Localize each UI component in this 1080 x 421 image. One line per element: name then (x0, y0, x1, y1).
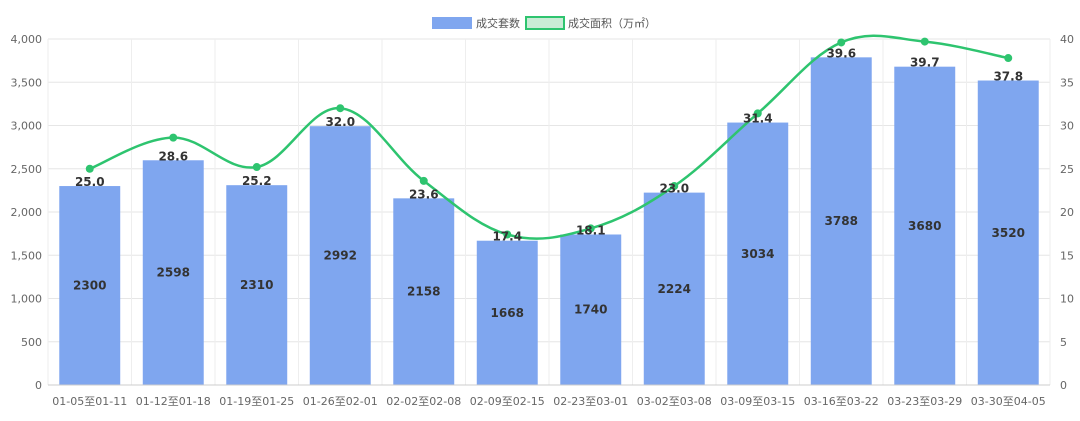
bar[interactable] (810, 57, 872, 385)
bar[interactable] (643, 192, 705, 385)
line-point[interactable] (336, 104, 345, 113)
line-value-label: 25.2 (242, 174, 272, 188)
bar-value-label: 2300 (73, 279, 106, 293)
y-left-tick-label: 1,000 (11, 293, 43, 306)
y-left-tick-label: 3,500 (11, 76, 43, 89)
y-left-tick-label: 500 (21, 336, 42, 349)
bar[interactable] (977, 80, 1039, 386)
line-value-label: 39.7 (910, 56, 940, 70)
y-right-tick-label: 5 (1060, 336, 1067, 349)
y-left-tick-label: 3,000 (11, 120, 43, 133)
axes: 0 0 500 5 1,000 10 1,500 15 2,000 20 2,500 25 3,000 3… (11, 33, 1075, 408)
x-tick-label: 01-26至02-01 (303, 395, 378, 408)
y-left-tick-label: 2,500 (11, 163, 43, 176)
x-tick-label: 03-16至03-22 (804, 395, 879, 408)
line-value-label: 31.4 (743, 112, 773, 126)
bar-value-label: 1740 (574, 303, 607, 317)
bar[interactable] (142, 160, 204, 385)
line-point[interactable] (169, 133, 178, 142)
legend[interactable]: 成交套数 成交面积（万㎡） (432, 16, 656, 30)
line-value-label: 28.6 (158, 149, 188, 163)
line-point[interactable] (670, 182, 679, 191)
line-series (85, 34, 1013, 240)
bar[interactable] (393, 198, 455, 385)
bar-value-label: 2158 (407, 285, 440, 299)
line-value-label: 23.6 (409, 187, 439, 201)
line-point[interactable] (252, 163, 261, 172)
bar-value-label: 3680 (908, 219, 941, 233)
x-tick-label: 03-30至04-05 (971, 395, 1046, 408)
bar-value-label: 3034 (741, 247, 774, 261)
x-tick-label: 02-09至02-15 (470, 395, 545, 408)
line-point[interactable] (920, 37, 929, 46)
y-right-tick-label: 25 (1060, 163, 1074, 176)
bar[interactable] (59, 186, 121, 385)
bar[interactable] (226, 185, 288, 385)
y-right-tick-label: 30 (1060, 120, 1074, 133)
line-point[interactable] (586, 224, 595, 233)
bar-series (59, 57, 1039, 386)
legend-label-bars[interactable]: 成交套数 (476, 16, 520, 30)
bar[interactable] (309, 126, 371, 385)
bar-value-label: 2992 (324, 249, 357, 263)
x-tick-label: 01-05至01-11 (52, 395, 127, 408)
x-tick-label: 01-19至01-25 (219, 395, 294, 408)
line-point[interactable] (1004, 54, 1013, 63)
line-point[interactable] (837, 38, 846, 47)
bar-value-label: 2310 (240, 278, 273, 292)
legend-label-line[interactable]: 成交面积（万㎡） (568, 16, 656, 30)
line-value-label: 23.0 (659, 182, 689, 196)
x-tick-label: 03-02至03-08 (637, 395, 712, 408)
legend-swatch-line[interactable] (525, 16, 565, 30)
x-tick-label: 02-23至03-01 (553, 395, 628, 408)
line-point[interactable] (503, 230, 512, 239)
y-right-tick-label: 35 (1060, 76, 1074, 89)
bar[interactable] (476, 240, 538, 385)
bar-value-label: 2598 (157, 266, 190, 280)
bar-value-label: 3520 (992, 226, 1025, 240)
y-left-tick-label: 2,000 (11, 206, 43, 219)
line-value-label: 18.1 (576, 223, 606, 237)
x-tick-label: 01-12至01-18 (136, 395, 211, 408)
y-right-tick-label: 15 (1060, 249, 1074, 262)
line-value-label: 37.8 (993, 70, 1023, 84)
legend-swatch-bars[interactable] (432, 17, 472, 29)
y-right-tick-label: 0 (1060, 379, 1067, 392)
line-point[interactable] (753, 109, 762, 118)
y-left-tick-label: 4,000 (11, 33, 43, 46)
y-right-tick-label: 10 (1060, 293, 1074, 306)
x-tick-label: 02-02至02-08 (386, 395, 461, 408)
data-labels: 2300 2598 2310 2992 2158 1668 1740 2224 3034 3788… (73, 46, 1025, 320)
x-tick-label: 03-23至03-29 (887, 395, 962, 408)
bar-value-label: 3788 (825, 214, 858, 228)
line-value-label: 32.0 (325, 115, 355, 129)
y-left-tick-label: 1,500 (11, 249, 43, 262)
line-point[interactable] (419, 176, 428, 185)
line-value-label: 39.6 (826, 46, 856, 60)
y-right-tick-label: 40 (1060, 33, 1074, 46)
y-right-tick-label: 20 (1060, 206, 1074, 219)
line-value-label: 17.4 (492, 230, 522, 244)
bar[interactable] (894, 66, 956, 386)
bar[interactable] (560, 234, 622, 385)
grid-lines (47, 38, 1051, 386)
line-point[interactable] (85, 164, 94, 173)
x-tick-label: 03-09至03-15 (720, 395, 795, 408)
bar-value-label: 1668 (491, 306, 524, 320)
bar[interactable] (727, 122, 789, 386)
bar-value-label: 2224 (658, 282, 691, 296)
line-value-label: 25.0 (75, 175, 105, 189)
y-left-tick-label: 0 (35, 379, 42, 392)
